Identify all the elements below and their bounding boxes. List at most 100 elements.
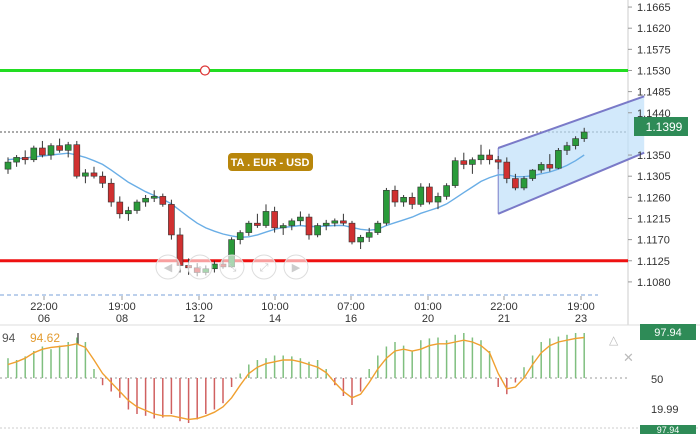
price-tick-label: 1.1305 [637,171,671,183]
candle-body [322,222,330,226]
nav-button-3[interactable]: ⤢ [251,254,277,280]
candle-body [434,196,442,203]
osc-tick-low: 19.99 [651,404,679,416]
candle [297,211,304,226]
nav-button-circle [187,254,213,280]
candle [374,220,382,235]
candle-body [159,196,167,205]
candle-body [4,161,12,170]
candle-body [546,164,554,169]
candle-body [417,186,425,205]
candle [503,157,511,184]
nav-button-icon: ▶ [292,262,301,274]
nav-button-circle [251,254,277,280]
candle-body [64,144,72,151]
time-axis: 22:000619:000813:001210:001407:001601:00… [30,296,595,325]
candle-body [47,145,55,156]
horizontal-lines[interactable] [0,65,628,263]
candle-body [133,201,141,211]
price-tick-label: 1.1350 [637,150,671,162]
last-price-label: 1.1399 [646,120,683,134]
candle [331,218,339,227]
candle-body [116,201,124,215]
price-tick-label: 1.1620 [637,23,671,35]
candle [90,166,98,179]
candle-body [21,157,29,161]
candle [469,157,476,174]
candle-body [503,161,511,179]
candle-body [150,196,158,199]
price-tick-label: 1.1170 [637,235,670,247]
candle [477,144,485,165]
candle [4,157,12,174]
candle [99,171,106,188]
candles [4,127,588,277]
candle-body [236,232,244,240]
time-tick-label: 07:00 [337,301,365,313]
price-tick-label: 1.1215 [637,213,671,225]
time-tick-label: 22:00 [30,301,58,313]
candle-body [400,197,407,203]
line-anchor-handle [199,65,211,76]
date-tick-label: 20 [422,313,434,325]
candle-body [348,222,356,243]
candle [520,176,528,191]
osc-top-badge-label: 97.94 [654,327,682,339]
candle-body [408,197,416,205]
candle-body [314,225,321,236]
date-tick-label: 06 [38,313,50,325]
candle-body [383,189,390,224]
channel [497,95,645,215]
candle-body [486,154,493,161]
nav-button-icon: ◦ [198,262,202,274]
candle [572,136,579,150]
candle-body [580,131,588,139]
candle-body [142,197,149,203]
candle [340,213,347,226]
candle [56,138,63,153]
candle-body [391,189,399,203]
candle [142,194,149,207]
navigation-controls[interactable]: ◀ ◦ ⤡ ⤢ ▶ [155,254,309,280]
candle [21,150,29,165]
moving-average [7,152,585,239]
candle [434,192,442,210]
candle-body [460,160,468,165]
candle [30,145,38,163]
candle-body [288,220,296,226]
candle-body [73,144,81,177]
candle [546,154,554,172]
nav-button-circle [219,254,245,280]
candle-body [451,160,459,186]
candle-body [555,150,562,169]
candle-body [56,145,63,151]
candle [365,227,373,242]
price-axis: 1.1665 1.1620 1.1575 1.1530 1.1485 1.1440 1.13… [628,2,671,289]
candle-body [99,175,106,184]
price-tick-label: 1.1260 [637,192,671,204]
nav-button-icon: ⤡ [228,262,237,274]
nav-button-1[interactable]: ◦ [187,254,213,280]
osc-bottom-badge [640,425,696,434]
candle [408,192,416,210]
nav-button-0[interactable]: ◀ [155,254,181,280]
candle [254,213,261,228]
candle-body [340,220,347,224]
date-tick-label: 14 [269,313,281,325]
oscillator-labels: 94 94.62 97.94 50 19.99 97.94 △ ✕ [2,324,696,435]
nav-button-4[interactable]: ▶ [283,254,309,280]
candle [236,230,244,245]
candle [159,193,167,207]
nav-button-icon: ◀ [164,262,173,274]
date-tick-label: 21 [498,313,510,325]
candle [150,190,158,203]
date-tick-label: 12 [193,313,205,325]
nav-button-2[interactable]: ⤡ [219,254,245,280]
candle [262,204,270,228]
candle [486,149,493,165]
price-tick-label: 1.1485 [637,87,671,99]
grid [0,0,700,429]
candle [537,162,545,173]
